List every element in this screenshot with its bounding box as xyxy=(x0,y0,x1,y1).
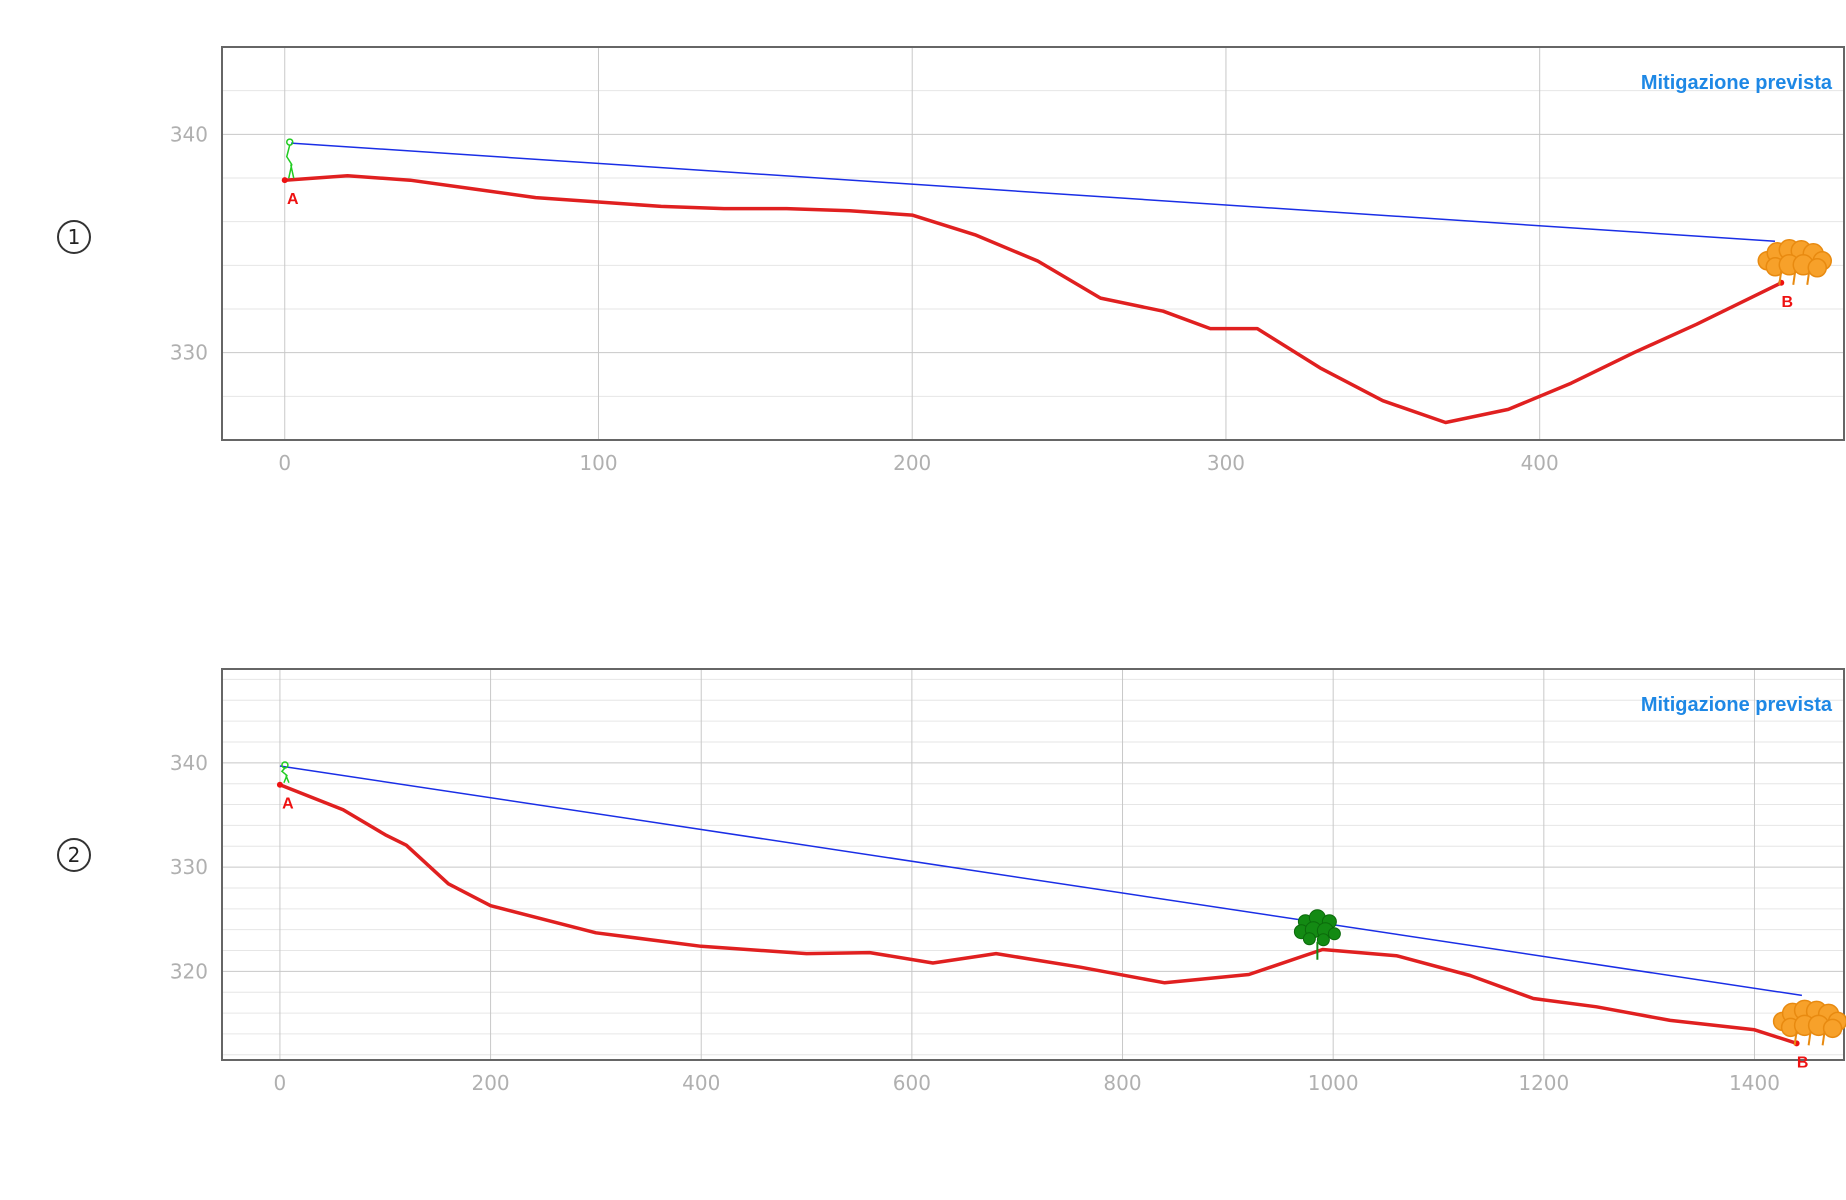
orange-tree-icon xyxy=(1772,999,1846,1046)
y-tick-label: 330 xyxy=(170,341,208,365)
x-tick-label: 1200 xyxy=(1518,1071,1569,1095)
panel-1-number: 1 xyxy=(67,225,81,249)
line-of-sight-line xyxy=(290,142,1776,243)
profile-chart-1: 0 100 200 300 400 330 340 Mitigazione prevista A… xyxy=(170,46,1845,475)
x-tick-label: 800 xyxy=(1103,1071,1141,1095)
x-tick-label: 100 xyxy=(579,451,617,475)
panel-2-number: 2 xyxy=(67,843,81,867)
x-tick-label: 1400 xyxy=(1729,1071,1780,1095)
plot-frame xyxy=(221,46,1845,441)
x-tick-label: 400 xyxy=(1521,451,1559,475)
terrain-profile-line xyxy=(279,783,1798,1045)
x-tick-label: 1000 xyxy=(1308,1071,1359,1095)
profile-chart-2: 0 200 400 600 800 1000 1200 1400 320 330 340 Mitiga… xyxy=(170,668,1846,1095)
x-tick-label: 200 xyxy=(471,1071,509,1095)
y-tick-label: 330 xyxy=(170,855,208,879)
x-tick-label: 0 xyxy=(278,451,291,475)
person-icon xyxy=(280,761,290,784)
point-b-label: B xyxy=(1797,1054,1809,1071)
panel-2-marker: 2 xyxy=(57,838,91,872)
x-tick-label: 0 xyxy=(274,1071,287,1095)
y-tick-label: 320 xyxy=(170,959,208,983)
x-tick-label: 400 xyxy=(682,1071,720,1095)
panel-1-marker: 1 xyxy=(57,220,91,254)
grid xyxy=(222,669,1844,1060)
mitigation-label: Mitigazione prevista xyxy=(1641,72,1833,94)
point-a-label: A xyxy=(287,191,299,208)
x-tick-label: 300 xyxy=(1207,451,1245,475)
line-of-sight-line xyxy=(279,765,1803,997)
mitigation-label: Mitigazione prevista xyxy=(1641,694,1833,716)
plot-frame xyxy=(221,668,1845,1061)
y-tick-label: 340 xyxy=(170,751,208,775)
point-a-label: A xyxy=(282,796,294,813)
x-tick-label: 600 xyxy=(893,1071,931,1095)
point-a-dot xyxy=(281,177,288,184)
point-a-dot xyxy=(276,781,283,788)
grid xyxy=(222,46,1844,441)
orange-tree-icon xyxy=(1757,239,1833,285)
terrain-profile-line xyxy=(284,174,1783,425)
point-b-label: B xyxy=(1781,294,1793,311)
x-tick-label: 200 xyxy=(893,451,931,475)
green-tree-icon xyxy=(1293,909,1341,960)
y-tick-label: 340 xyxy=(170,122,208,146)
person-icon xyxy=(285,138,295,179)
